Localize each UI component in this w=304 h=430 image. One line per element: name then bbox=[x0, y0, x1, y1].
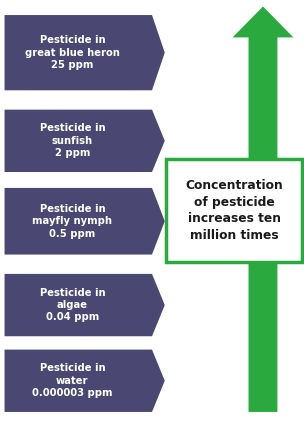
Polygon shape bbox=[233, 6, 293, 412]
Polygon shape bbox=[5, 188, 165, 255]
Text: Concentration
of pesticide
increases ten
million times: Concentration of pesticide increases ten… bbox=[185, 179, 283, 242]
Polygon shape bbox=[5, 110, 165, 172]
Text: Pesticide in
mayfly nymph
0.5 ppm: Pesticide in mayfly nymph 0.5 ppm bbox=[33, 204, 112, 239]
Text: Pesticide in
water
0.000003 ppm: Pesticide in water 0.000003 ppm bbox=[32, 363, 113, 398]
FancyBboxPatch shape bbox=[166, 159, 302, 262]
Text: Pesticide in
algae
0.04 ppm: Pesticide in algae 0.04 ppm bbox=[40, 288, 105, 322]
Text: Pesticide in
great blue heron
25 ppm: Pesticide in great blue heron 25 ppm bbox=[25, 35, 120, 70]
Polygon shape bbox=[5, 274, 165, 336]
Polygon shape bbox=[5, 15, 165, 90]
Text: Pesticide in
sunfish
2 ppm: Pesticide in sunfish 2 ppm bbox=[40, 123, 105, 158]
Polygon shape bbox=[5, 350, 165, 412]
